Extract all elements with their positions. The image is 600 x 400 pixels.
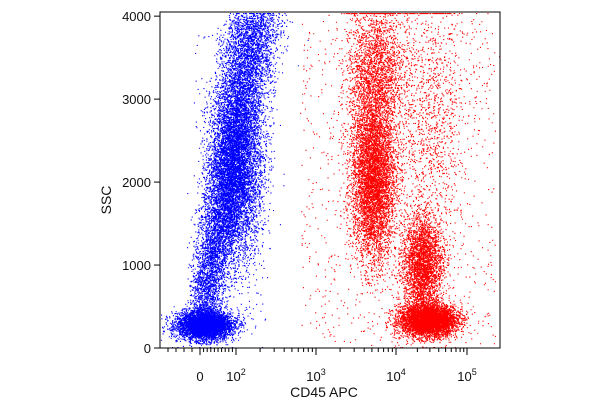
- scatter-point-cloud: [300, 13, 501, 349]
- x-tick-label: 103: [306, 367, 325, 384]
- x-axis: 0 102 103 104 105: [167, 348, 477, 384]
- y-axis: 0 1000 2000 3000 4000: [122, 9, 160, 356]
- y-tick-label: 3000: [122, 92, 151, 107]
- x-axis-title: CD45 APC: [290, 384, 358, 400]
- x-tick-label: 105: [457, 367, 476, 384]
- y-tick-label: 4000: [122, 9, 151, 24]
- x-tick-label: 104: [386, 367, 405, 384]
- y-tick-label: 1000: [122, 258, 151, 273]
- x-tick-label: 102: [226, 367, 245, 384]
- plot-frame: [159, 11, 501, 349]
- y-tick-label: 0: [144, 341, 151, 356]
- y-tick-label: 2000: [122, 175, 151, 190]
- scatter-point-cloud: [161, 13, 309, 349]
- x-tick-label: 0: [196, 369, 203, 384]
- y-axis-title: SSC: [98, 186, 114, 215]
- points-layer: [161, 13, 501, 349]
